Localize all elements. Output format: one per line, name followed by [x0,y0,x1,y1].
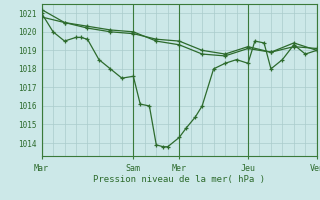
X-axis label: Pression niveau de la mer( hPa ): Pression niveau de la mer( hPa ) [93,175,265,184]
